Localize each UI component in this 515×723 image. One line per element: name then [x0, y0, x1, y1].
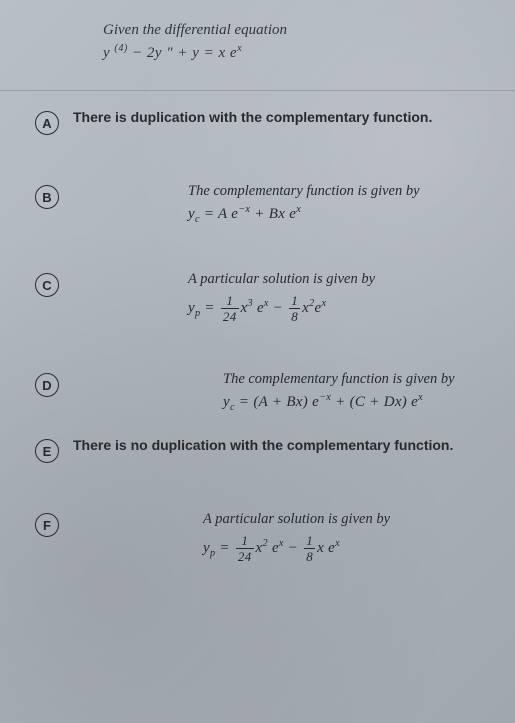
- option-b[interactable]: B The complementary function is given by…: [35, 183, 485, 223]
- frac-den: 8: [289, 308, 300, 323]
- fraction-2: 1 8: [289, 294, 300, 323]
- frac-den: 8: [304, 548, 315, 563]
- op: −: [269, 300, 288, 316]
- op: −: [284, 540, 303, 556]
- option-e-text: There is no duplication with the complem…: [73, 437, 485, 453]
- frac-num: 1: [239, 534, 250, 548]
- term2-tail: x2ex: [302, 300, 326, 316]
- option-d[interactable]: D The complementary function is given by…: [35, 371, 485, 411]
- option-c-formula: yp = 1 24 x3 ex − 1 8 x2ex: [188, 294, 485, 323]
- option-d-statement: The complementary function is given by: [223, 371, 485, 388]
- frac-den: 24: [221, 308, 239, 323]
- divider: [0, 90, 515, 91]
- fraction-1: 1 24: [221, 294, 239, 323]
- option-f-formula: yp = 1 24 x2 ex − 1 8 x ex: [203, 534, 485, 563]
- frac-num: 1: [304, 534, 315, 548]
- option-marker-a: A: [35, 111, 59, 135]
- option-d-formula: yc = (A + Bx) e−x + (C + Dx) ex: [223, 394, 485, 411]
- frac-num: 1: [289, 294, 300, 308]
- question-header: Given the differential equation y (4) − …: [103, 22, 485, 62]
- option-a-text: There is duplication with the complement…: [73, 109, 485, 125]
- option-marker-e: E: [35, 439, 59, 463]
- option-b-body: The complementary function is given by y…: [188, 183, 485, 223]
- term1-tail: x2 ex: [256, 540, 284, 556]
- prompt-text: Given the differential equation: [103, 22, 485, 39]
- option-f-body: A particular solution is given by yp = 1…: [203, 511, 485, 563]
- option-e[interactable]: E There is no duplication with the compl…: [35, 437, 485, 463]
- option-marker-c: C: [35, 273, 59, 297]
- prompt-equation: y (4) − 2y ″ + y = x ex: [103, 45, 485, 62]
- fraction-1: 1 24: [236, 534, 254, 563]
- frac-num: 1: [224, 294, 235, 308]
- option-d-body: The complementary function is given by y…: [223, 371, 485, 411]
- formula-lhs: yp =: [188, 300, 215, 316]
- option-f[interactable]: F A particular solution is given by yp =…: [35, 511, 485, 563]
- frac-den: 24: [236, 548, 254, 563]
- fraction-2: 1 8: [304, 534, 315, 563]
- option-f-statement: A particular solution is given by: [203, 511, 485, 528]
- option-c[interactable]: C A particular solution is given by yp =…: [35, 271, 485, 323]
- term1-tail: x3 ex: [241, 300, 269, 316]
- option-c-statement: A particular solution is given by: [188, 271, 485, 288]
- option-b-formula: yc = A e−x + Bx ex: [188, 206, 485, 223]
- question-page: Given the differential equation y (4) − …: [0, 0, 515, 609]
- option-marker-f: F: [35, 513, 59, 537]
- option-b-statement: The complementary function is given by: [188, 183, 485, 200]
- option-c-body: A particular solution is given by yp = 1…: [188, 271, 485, 323]
- term2-tail: x ex: [317, 540, 340, 556]
- option-marker-d: D: [35, 373, 59, 397]
- option-a[interactable]: A There is duplication with the compleme…: [35, 109, 485, 135]
- option-marker-b: B: [35, 185, 59, 209]
- formula-lhs: yp =: [203, 540, 230, 556]
